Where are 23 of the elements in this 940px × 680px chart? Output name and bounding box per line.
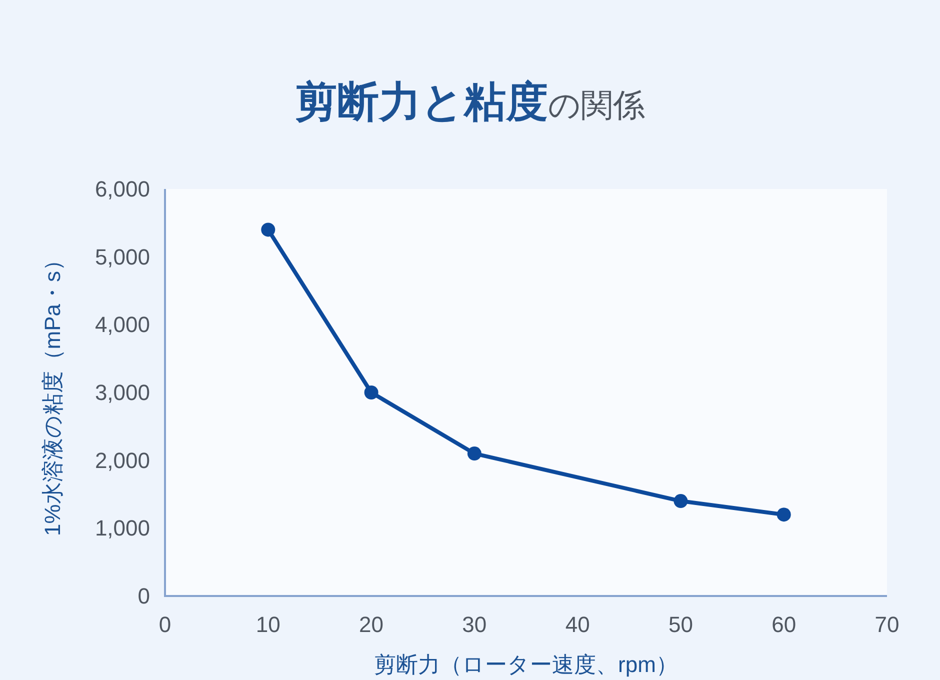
- point: [364, 386, 378, 400]
- chart-title: 剪断力と粘度の関係: [295, 78, 645, 125]
- x-axis-title: 剪断力（ローター速度、rpm）: [374, 652, 678, 677]
- x-tick-label: 60: [772, 612, 796, 637]
- x-tick-label: 20: [359, 612, 384, 637]
- y-axis-title: 1%水溶液の粘度（mPa・s）: [40, 248, 65, 536]
- x-tick-label: 30: [462, 612, 487, 637]
- y-tick-label: 2,000: [94, 448, 150, 473]
- point: [776, 508, 791, 522]
- x-tick-label: 10: [256, 612, 280, 637]
- x-tick-label: 0: [158, 612, 172, 637]
- y-tick-label: 3,000: [94, 380, 150, 405]
- x-tick-label: 70: [874, 612, 900, 637]
- y-tick-label: 4,000: [94, 312, 150, 338]
- point: [261, 222, 276, 237]
- x-tick-label: 40: [565, 612, 590, 637]
- point: [467, 446, 482, 461]
- point: [674, 494, 688, 508]
- y-tick-label: 0: [138, 584, 150, 608]
- y-tick-label: 1,000: [94, 516, 150, 541]
- y-tick-label: 5,000: [94, 244, 150, 270]
- y-tick-label: 6,000: [94, 176, 150, 202]
- x-tick-label: 50: [668, 612, 693, 637]
